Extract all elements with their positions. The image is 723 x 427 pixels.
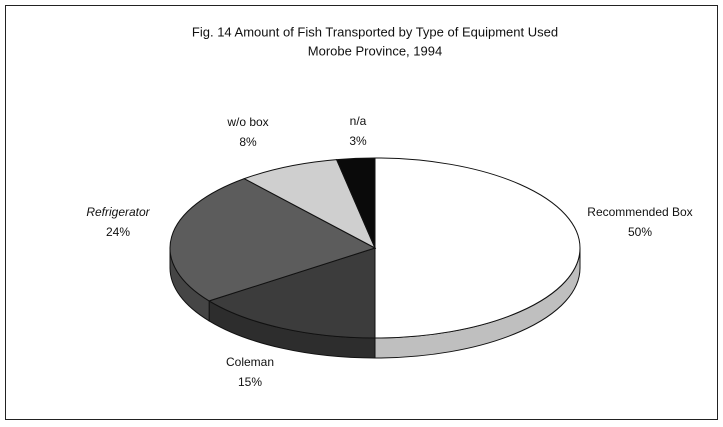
slice [169, 178, 377, 302]
slice [374, 157, 581, 339]
slice-label: Recommended Box [587, 205, 692, 219]
slice-value-label: 15% [238, 375, 262, 389]
slice [243, 159, 377, 250]
chart-title: Fig. 14 Amount of Fish Transported by Ty… [192, 24, 558, 39]
slice-label: Refrigerator [86, 205, 150, 219]
chart-subtitle: Morobe Province, 1994 [308, 43, 442, 58]
slice-value-label: 24% [106, 225, 130, 239]
slice-label: n/a [350, 114, 367, 128]
slice [207, 247, 376, 339]
slice-value-label: 3% [349, 134, 367, 148]
slice-value-label: 50% [628, 225, 652, 239]
slice-value-label: 8% [239, 135, 257, 149]
slice-label: Coleman [226, 355, 274, 369]
slice-label: w/o box [226, 115, 268, 129]
slice [335, 157, 376, 249]
